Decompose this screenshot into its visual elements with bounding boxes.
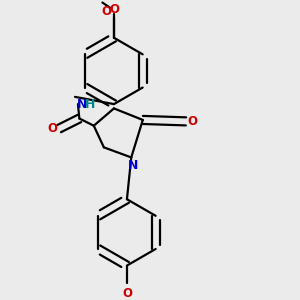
Text: H: H <box>85 98 95 111</box>
Text: O: O <box>109 3 119 16</box>
Text: O: O <box>101 5 111 18</box>
Text: O: O <box>122 286 132 300</box>
Text: O: O <box>48 122 58 135</box>
Text: O: O <box>188 115 197 128</box>
Text: N: N <box>76 98 87 111</box>
Text: N: N <box>128 159 138 172</box>
